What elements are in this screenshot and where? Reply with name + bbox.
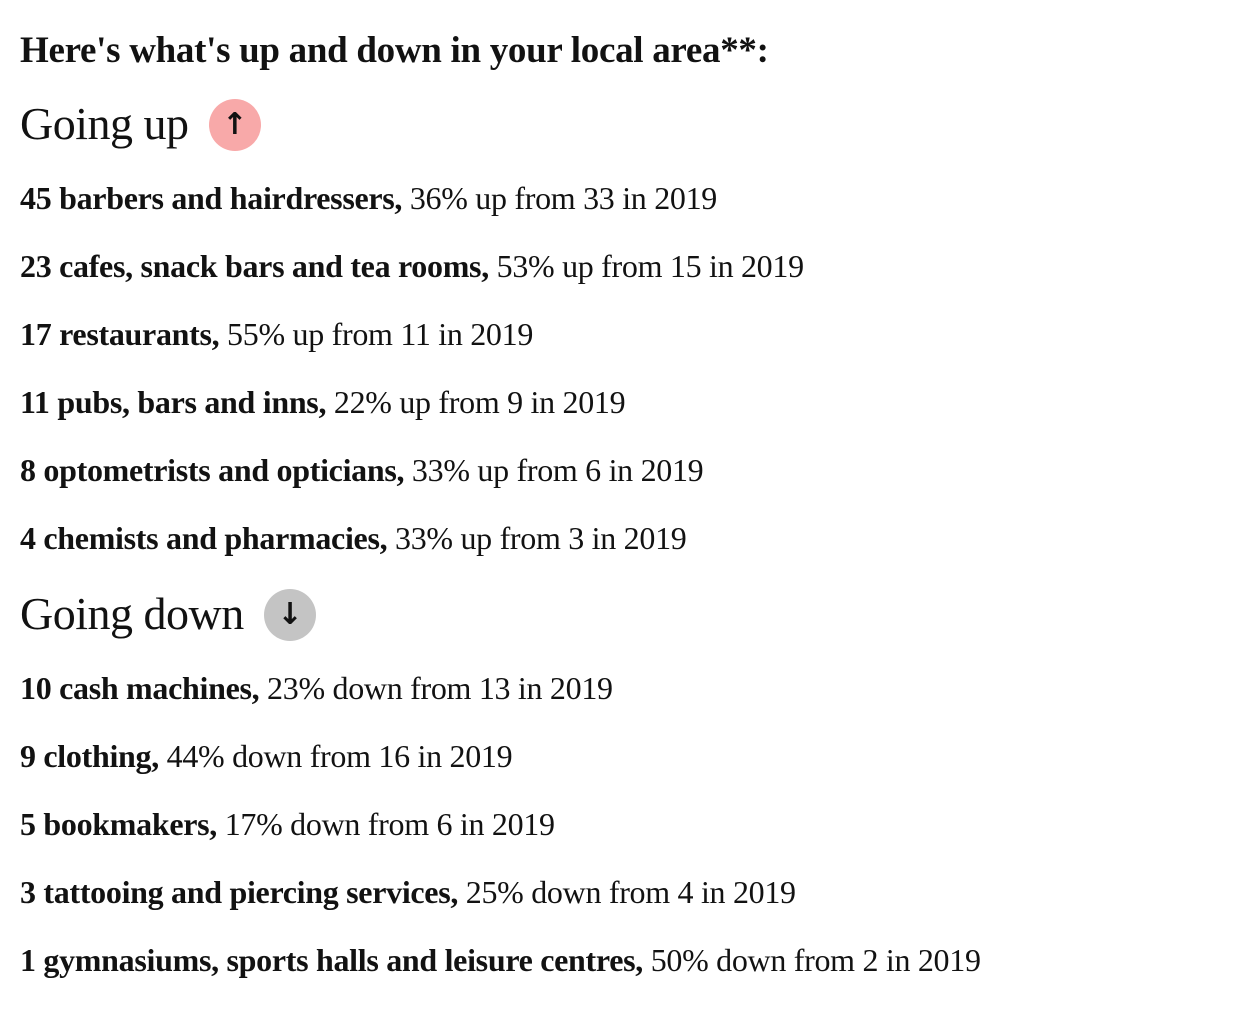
item-detail: 17% down from 6 in 2019 — [217, 805, 555, 842]
item-detail: 53% up from 15 in 2019 — [488, 247, 804, 284]
item-detail: 50% down from 2 in 2019 — [643, 941, 981, 978]
item-detail: 44% down from 16 in 2019 — [158, 737, 513, 774]
item-lead: 11 pubs, bars and inns, — [20, 383, 327, 420]
down-arrow-icon: ↓ — [263, 588, 316, 641]
list-item: 8 optometrists and opticians, 33% up fro… — [20, 451, 1216, 488]
going-up-title: Going up — [20, 98, 189, 150]
list-item: 5 bookmakers, 17% down from 6 in 2019 — [20, 805, 1216, 842]
going-up-list: 45 barbers and hairdressers, 36% up from… — [20, 179, 1216, 556]
list-item: 10 cash machines, 23% down from 13 in 20… — [20, 669, 1216, 706]
item-lead: 17 restaurants, — [20, 315, 220, 352]
item-lead: 23 cafes, snack bars and tea rooms, — [20, 247, 489, 284]
list-item: 3 tattooing and piercing services, 25% d… — [20, 873, 1216, 910]
going-down-title: Going down — [20, 588, 244, 640]
item-detail: 22% up from 9 in 2019 — [326, 383, 626, 420]
article-excerpt: Here's what's up and down in your local … — [20, 30, 1216, 978]
item-lead: 10 cash machines, — [20, 669, 260, 706]
list-item: 1 gymnasiums, sports halls and leisure c… — [20, 941, 1216, 978]
going-down-list: 10 cash machines, 23% down from 13 in 20… — [20, 669, 1216, 978]
item-lead: 3 tattooing and piercing services, — [20, 873, 459, 910]
list-item: 45 barbers and hairdressers, 36% up from… — [20, 179, 1216, 216]
list-item: 17 restaurants, 55% up from 11 in 2019 — [20, 315, 1216, 352]
item-detail: 33% up from 3 in 2019 — [387, 519, 687, 556]
item-lead: 5 bookmakers, — [20, 805, 218, 842]
item-lead: 45 barbers and hairdressers, — [20, 179, 403, 216]
item-detail: 55% up from 11 in 2019 — [219, 315, 534, 352]
intro-heading: Here's what's up and down in your local … — [20, 30, 769, 71]
item-detail: 23% down from 13 in 2019 — [259, 669, 613, 706]
going-down-heading: Going down ↓ — [20, 588, 1216, 641]
item-lead: 8 optometrists and opticians, — [20, 451, 405, 488]
item-lead: 9 clothing, — [20, 737, 159, 774]
list-item: 9 clothing, 44% down from 16 in 2019 — [20, 737, 1216, 774]
going-up-heading: Going up ↑ — [20, 98, 1216, 151]
section-going-down: Going down ↓ 10 cash machines, 23% down … — [20, 588, 1216, 978]
section-going-up: Going up ↑ 45 barbers and hairdressers, … — [20, 98, 1216, 556]
list-item: 11 pubs, bars and inns, 22% up from 9 in… — [20, 383, 1216, 420]
item-lead: 4 chemists and pharmacies, — [20, 519, 388, 556]
list-item: 4 chemists and pharmacies, 33% up from 3… — [20, 519, 1216, 556]
item-detail: 25% down from 4 in 2019 — [458, 873, 796, 910]
item-detail: 33% up from 6 in 2019 — [404, 451, 704, 488]
item-detail: 36% up from 33 in 2019 — [402, 179, 717, 216]
up-arrow-icon: ↑ — [208, 98, 261, 151]
item-lead: 1 gymnasiums, sports halls and leisure c… — [20, 941, 643, 978]
list-item: 23 cafes, snack bars and tea rooms, 53% … — [20, 247, 1216, 284]
